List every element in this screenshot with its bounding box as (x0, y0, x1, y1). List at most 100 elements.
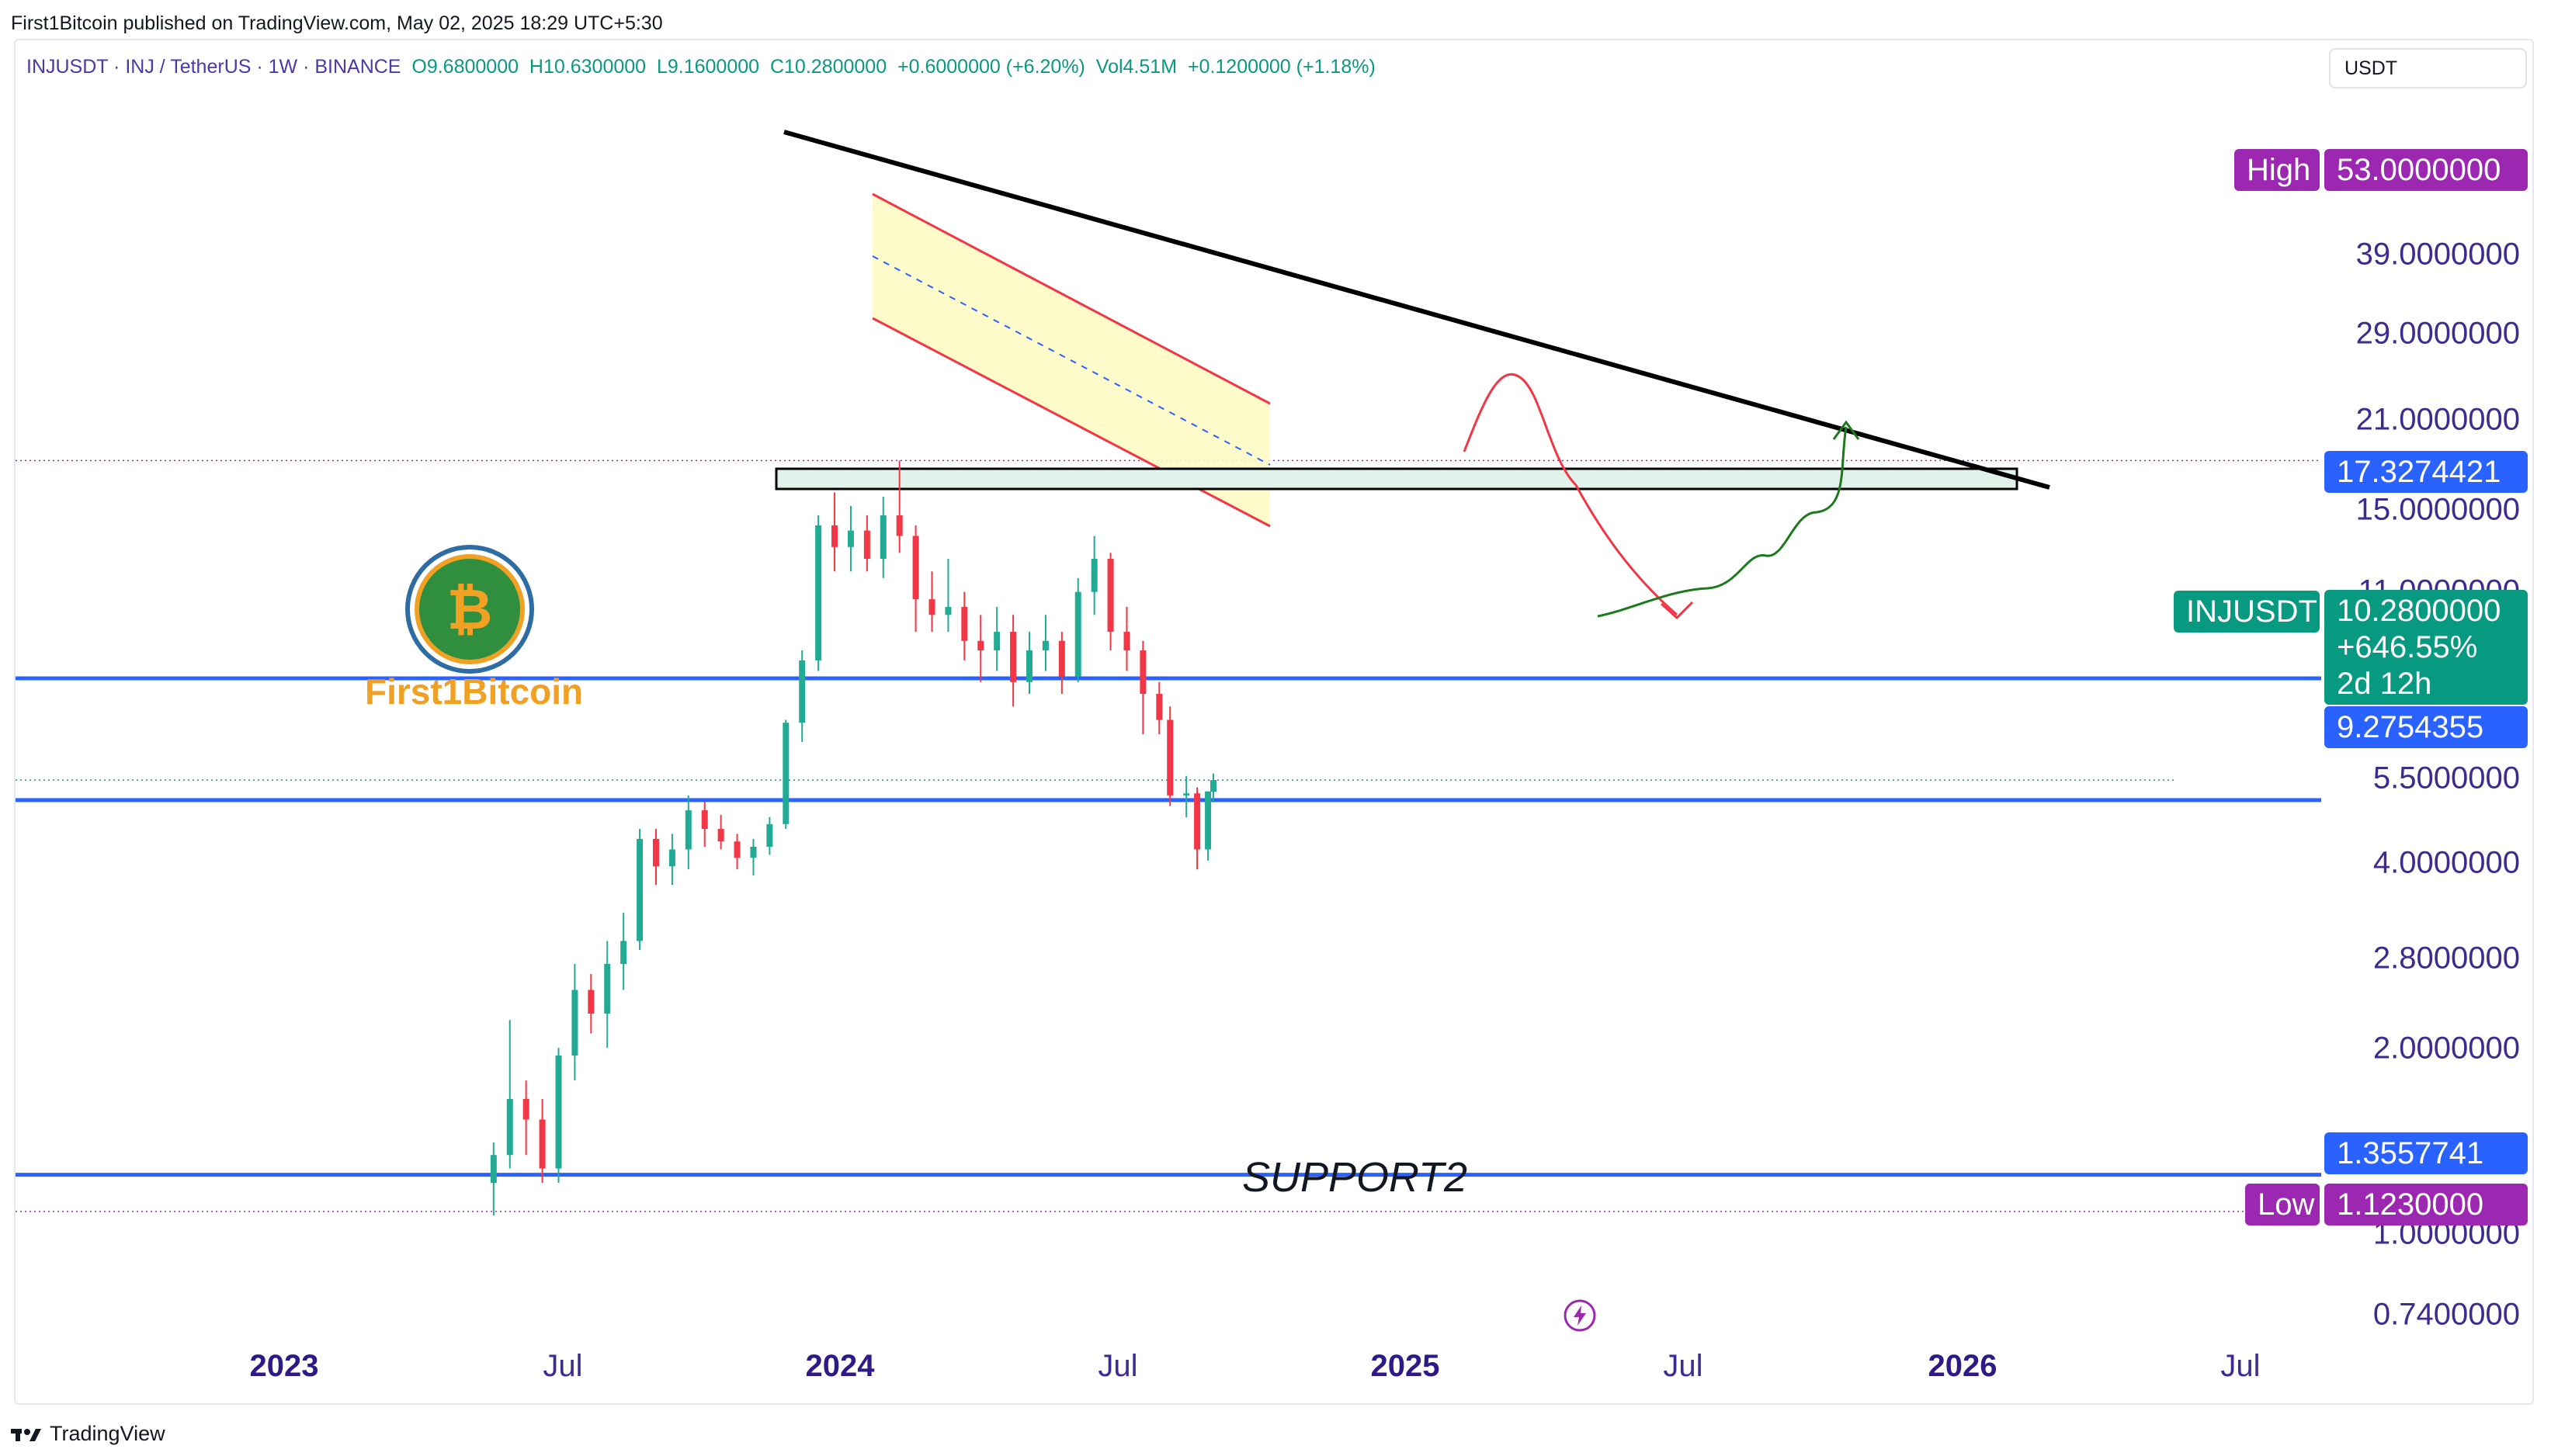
candle (588, 973, 595, 1034)
candle-body (1074, 591, 1081, 677)
candle (1010, 615, 1017, 707)
candle-body (961, 606, 968, 641)
candle (522, 1080, 529, 1156)
candle-body (1183, 793, 1190, 796)
channel-mid-line (872, 255, 1271, 466)
legend-open: O9.6800000 (411, 56, 519, 78)
candle (783, 719, 790, 830)
candle-body (522, 1099, 529, 1120)
candle (1167, 706, 1174, 806)
tradingview-logo-icon (11, 1428, 41, 1441)
candle-body (701, 810, 708, 830)
level-tag-upper: 17.3274421 (2324, 451, 2528, 493)
candle-body (799, 660, 806, 723)
candle-body (1167, 719, 1174, 796)
candle-body (977, 640, 984, 651)
red-projection-path (1463, 373, 1678, 616)
support-label: SUPPORT2 (1242, 1154, 1468, 1201)
candle-body (1107, 559, 1114, 633)
candle (847, 505, 854, 572)
candle-body (847, 530, 854, 547)
candle (717, 814, 724, 850)
candle-body (831, 525, 838, 547)
candle-body (604, 964, 611, 1014)
legend-close: C10.2800000 (769, 56, 887, 78)
candle-body (945, 606, 952, 615)
candle-body (1010, 632, 1017, 682)
candle (701, 801, 708, 847)
y-tick-label: 2.8000000 (2372, 941, 2520, 976)
x-tick-label: 2023 (249, 1349, 319, 1383)
last-price-tag: 10.2800000 +646.55% 2d 12h (2324, 590, 2528, 705)
legend-volume: Vol4.51M (1095, 56, 1178, 78)
low-tag-value: 1.1230000 (2324, 1184, 2528, 1225)
candle (620, 913, 627, 990)
candle-body (1123, 632, 1130, 651)
candle-body (1140, 650, 1147, 695)
candle (604, 941, 611, 1049)
legend-symbol[interactable]: INJUSDT · INJ / TetherUS · 1W · BINANCE (26, 56, 401, 78)
candle (1205, 791, 1212, 861)
candle-body (668, 849, 675, 867)
candle (1042, 615, 1049, 671)
legend-volume-change: +0.1200000 (+1.18%) (1187, 56, 1376, 78)
candle (961, 591, 968, 660)
last-change: +646.55% (2337, 630, 2478, 664)
green-arrow-head (1832, 420, 1860, 440)
footer-brand[interactable]: TradingView (11, 1422, 165, 1446)
low-tag-label: Low (2245, 1184, 2320, 1225)
first1bitcoin-logo: ₿ (405, 545, 534, 674)
y-tick-label: 4.0000000 (2372, 845, 2520, 880)
candle-body (717, 829, 724, 842)
candle-body (912, 536, 919, 600)
y-tick-label: 0.7400000 (2372, 1297, 2520, 1332)
x-tick-label: 2026 (1928, 1349, 1997, 1383)
y-tick-label: 2.0000000 (2372, 1031, 2520, 1066)
channel-upper-line (872, 192, 1271, 405)
candle (799, 650, 806, 742)
candle-body (766, 823, 773, 847)
candle (994, 606, 1001, 671)
candle (1140, 640, 1147, 735)
legend-change: +0.6000000 (+6.20%) (897, 56, 1085, 78)
candle-body (815, 525, 822, 660)
footer-brand-name: TradingView (50, 1422, 165, 1445)
replay-lightning-icon[interactable] (1562, 1298, 1598, 1333)
currency-selector[interactable]: USDT (2329, 48, 2527, 88)
chart-frame (14, 39, 2534, 1405)
candle-body (1026, 650, 1033, 682)
candle (831, 492, 838, 572)
candle (668, 834, 675, 886)
candle (1058, 632, 1065, 695)
candle-body (620, 941, 627, 965)
candle-body (506, 1099, 513, 1156)
last-price: 10.2800000 (2337, 594, 2501, 628)
candle (1210, 773, 1217, 803)
published-info: First1Bitcoin published on TradingView.c… (11, 12, 663, 34)
candle (1026, 632, 1033, 695)
candle-body (783, 723, 790, 824)
high-tag-value: 53.0000000 (2324, 149, 2528, 191)
candle (637, 829, 644, 950)
candle (1091, 536, 1098, 615)
candle-body (588, 990, 595, 1014)
candle-body (1210, 780, 1217, 792)
candle (945, 559, 952, 633)
x-tick-label: Jul (1663, 1349, 1703, 1383)
candle-body (1205, 791, 1212, 850)
candle-body (1042, 640, 1049, 651)
candle (863, 515, 870, 572)
candle (815, 515, 822, 671)
candle-body (1058, 640, 1065, 677)
support-tag: 1.3557741 (2324, 1132, 2528, 1174)
x-tick-label: Jul (1098, 1349, 1138, 1383)
candle (928, 571, 935, 633)
candle (880, 497, 887, 578)
candle-body (1156, 694, 1163, 720)
y-tick-label: 5.5000000 (2372, 761, 2520, 796)
candle-body (994, 632, 1001, 651)
candle-body (490, 1155, 497, 1184)
legend-low: L9.1600000 (656, 56, 760, 78)
high-tag-label: High (2234, 149, 2320, 191)
